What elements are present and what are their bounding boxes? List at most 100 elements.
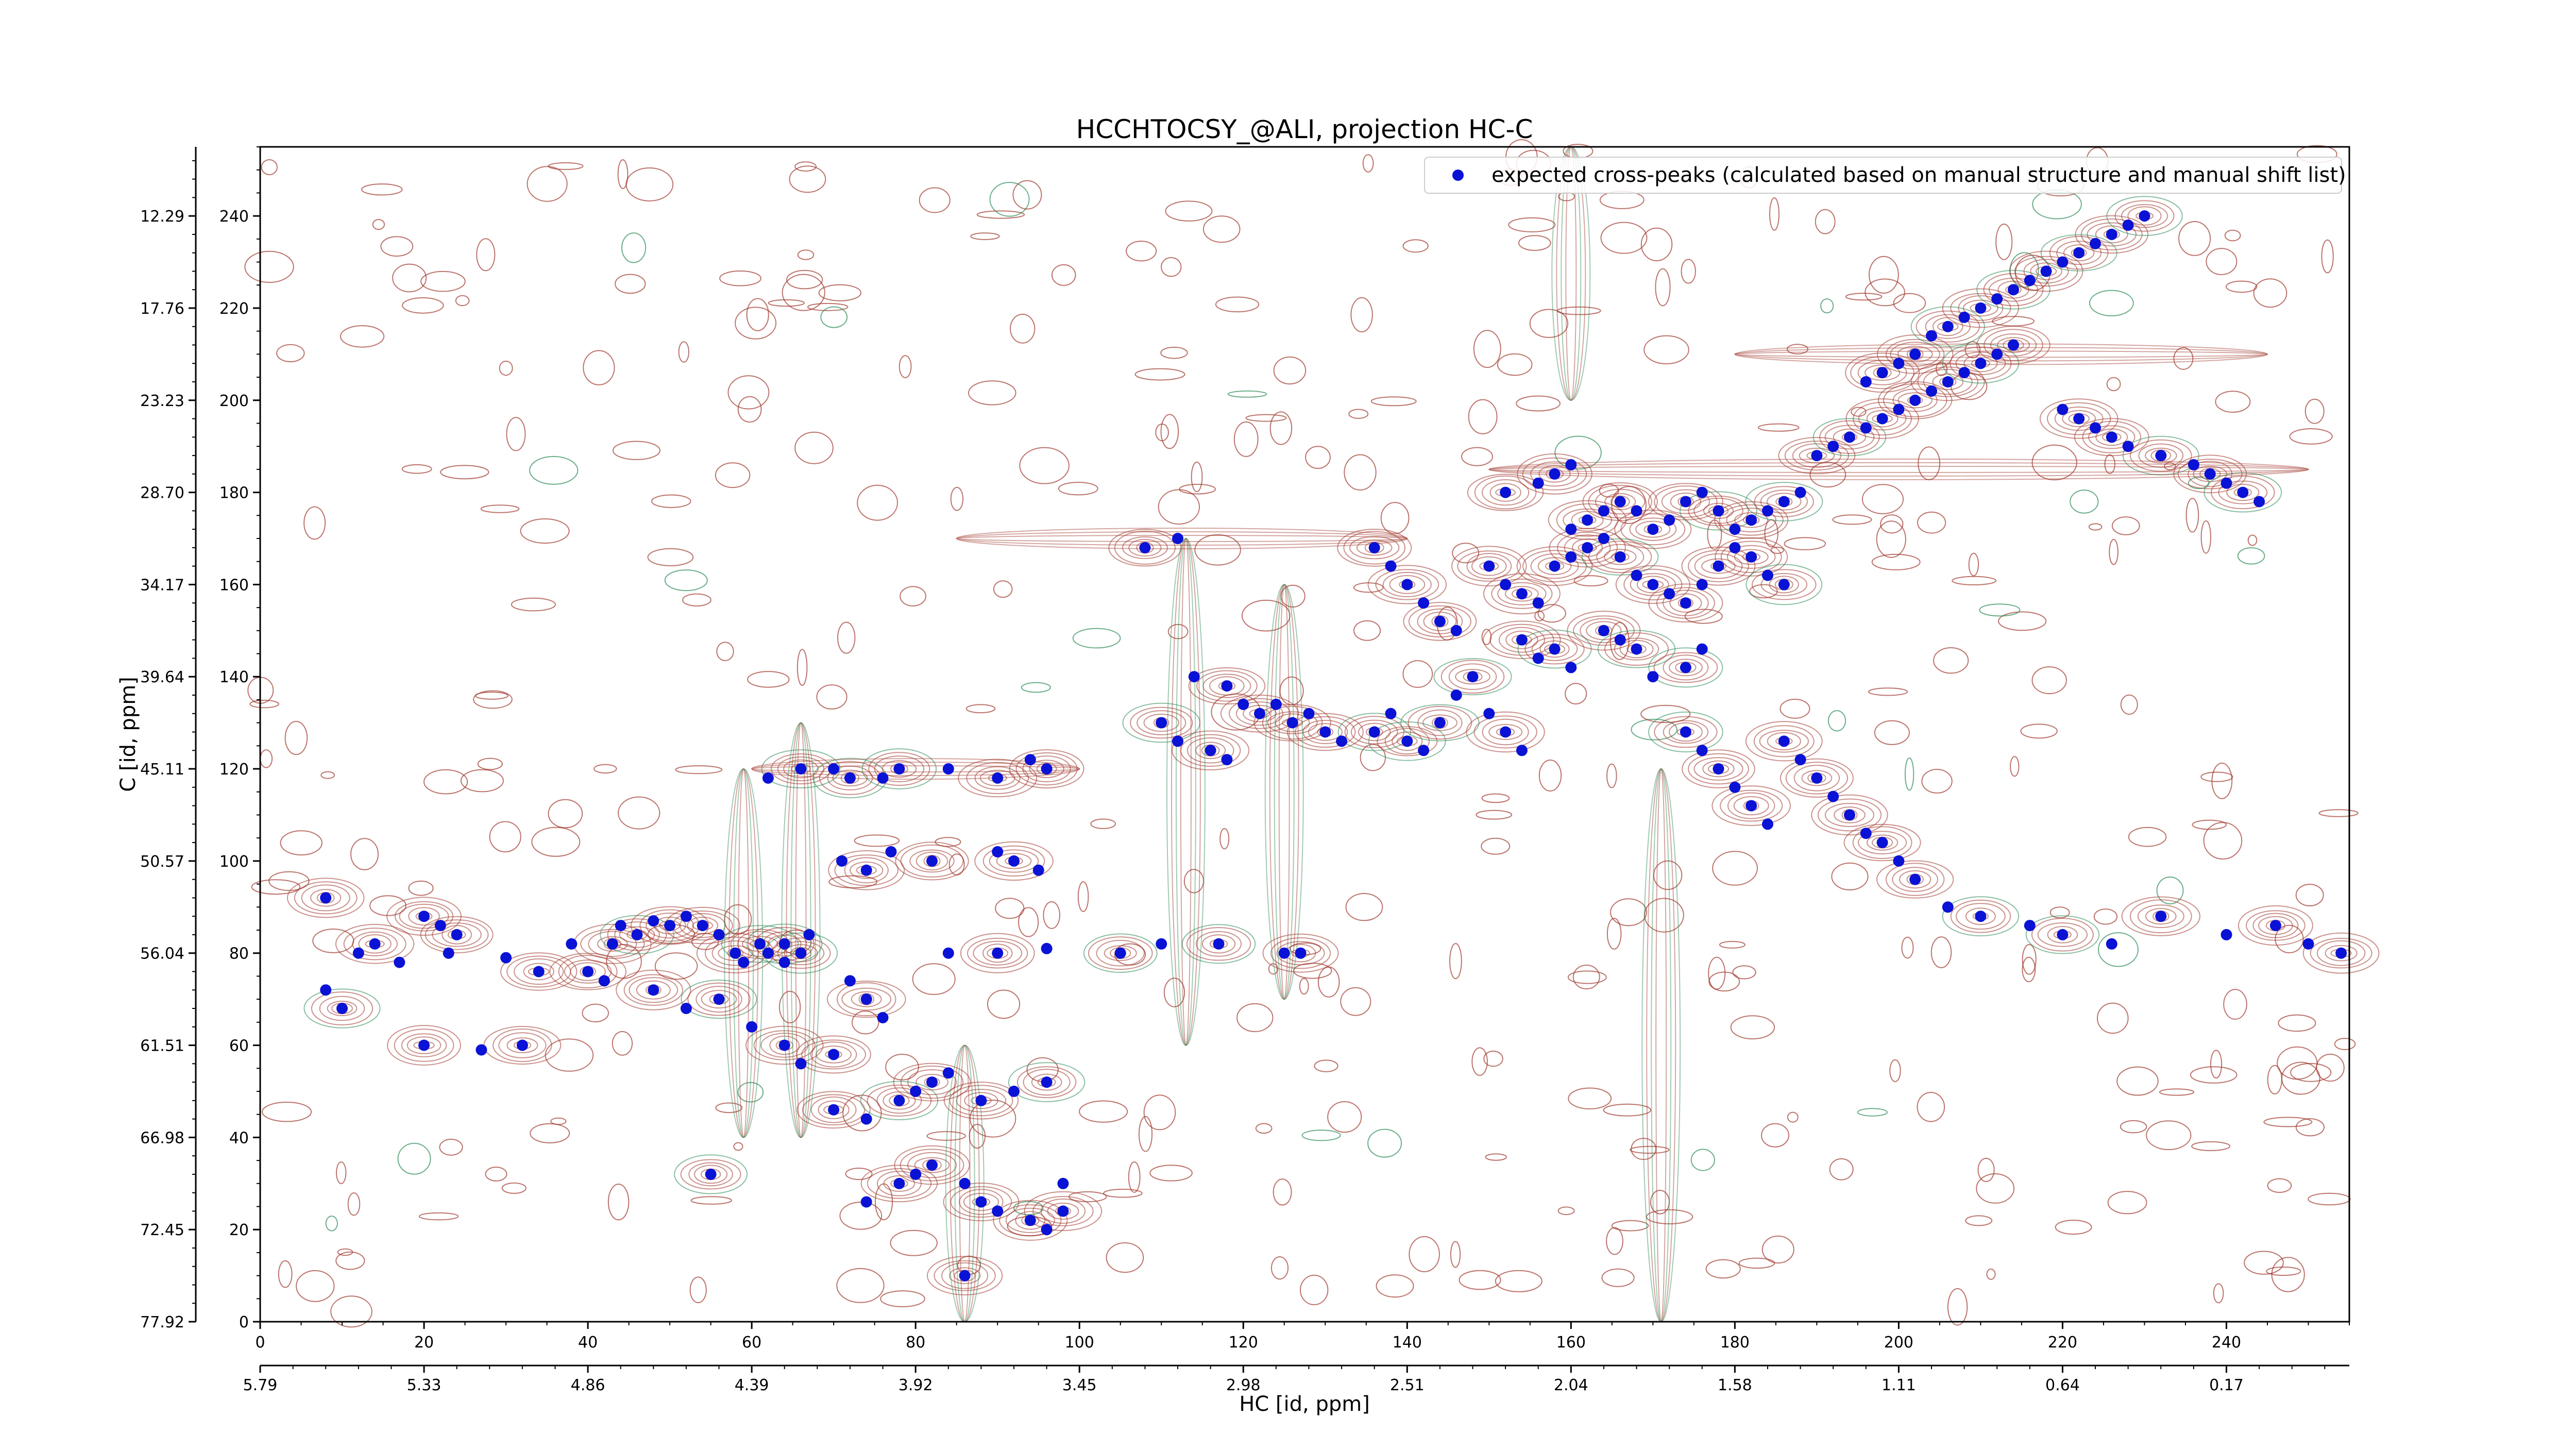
peak-contour <box>1711 785 1791 826</box>
peak-contour <box>1892 867 1938 892</box>
cross-peak-point <box>1827 441 1839 452</box>
cross-peak-point <box>1762 505 1773 517</box>
cross-peak-point <box>1729 781 1741 793</box>
peak-contour <box>1727 792 1775 819</box>
peak-contour <box>1899 870 1931 889</box>
cross-peak-point <box>1745 800 1757 812</box>
peak-contour <box>1693 757 1743 781</box>
noise-contour <box>1684 609 1723 624</box>
noise-contour <box>335 1251 365 1270</box>
peak-contour <box>1104 945 1137 961</box>
cross-peak-point <box>1483 707 1495 719</box>
peak-contour <box>777 941 825 966</box>
hc-ppm-tick-label: 1.11 <box>1882 1376 1916 1394</box>
peak-contour <box>1522 457 1587 491</box>
y-tick-label: 60 <box>229 1037 249 1055</box>
noise-contour <box>1761 1235 1794 1263</box>
peak-contour <box>1669 722 1703 742</box>
noise-contour <box>1155 423 1169 442</box>
peak-contour <box>1201 934 1236 954</box>
peak-contour <box>1876 860 1954 899</box>
peak-contour <box>588 931 637 957</box>
cross-peak-point <box>738 956 750 968</box>
noise-contour <box>1712 851 1758 886</box>
peak-contour <box>286 878 365 918</box>
noise-contour <box>527 166 568 202</box>
peak-contour <box>687 982 751 1016</box>
cross-peak-point <box>910 1085 922 1097</box>
noise-contour <box>1986 1268 1996 1280</box>
noise-contour <box>675 765 723 774</box>
noise-contour <box>1348 409 1369 419</box>
cross-peak-point <box>1860 376 1872 387</box>
peak-contour <box>860 1165 938 1203</box>
peak-contour <box>1688 495 1749 527</box>
cross-peak-point <box>1467 671 1479 683</box>
y-tick-label: 100 <box>219 853 249 871</box>
cross-peak-point <box>926 1076 938 1088</box>
noise-contour <box>251 879 301 895</box>
cross-peak-point <box>1024 754 1036 766</box>
hc-ppm-axis-ticks: 5.79 5.33 4.86 4.39 3.92 3.45 2.98 2.51 2.04 1.58… <box>243 1366 2326 1394</box>
peak-contour <box>2088 425 2136 449</box>
peak-contour <box>1015 1211 1046 1230</box>
noise-contour <box>1353 620 1381 641</box>
cross-peak-point <box>476 1044 487 1056</box>
noise-contour <box>2070 490 2099 514</box>
peak-contour <box>2023 259 2069 284</box>
peak-contour <box>900 1149 964 1182</box>
peak-contour <box>399 903 449 929</box>
peak-contour <box>1122 702 1200 743</box>
cross-peak-point <box>1696 486 1708 498</box>
cross-peak-point <box>1286 717 1298 729</box>
noise-contour <box>1653 860 1683 890</box>
peak-contour <box>1276 941 1325 966</box>
noise-contour <box>2244 1251 2284 1275</box>
cross-peak-point <box>1565 551 1577 563</box>
peak-contour <box>1703 502 1734 519</box>
noise-contour <box>1646 1209 1693 1224</box>
noise-contour <box>2295 1118 2325 1137</box>
peak-contour <box>2316 940 2366 966</box>
cross-peak-point <box>1057 1205 1069 1217</box>
streak-contour <box>1734 347 2268 362</box>
cross-peak-point <box>1336 735 1348 747</box>
noise-contour <box>919 187 951 213</box>
cross-peak-point <box>1188 671 1200 683</box>
hc-ppm-tick-label: 4.86 <box>571 1376 605 1394</box>
noise-contour <box>689 1276 707 1303</box>
peak-contour <box>1661 489 1710 514</box>
streak-contour <box>781 722 821 1138</box>
noise-contour <box>1599 483 1619 498</box>
peak-contour <box>769 1035 800 1055</box>
peak-contour <box>1588 541 1652 574</box>
peak-contour <box>1482 479 1530 506</box>
cross-peak-point <box>1500 579 1512 591</box>
peak-contour <box>801 1039 866 1070</box>
noise-contour <box>1241 599 1291 632</box>
cross-peak-point <box>1024 1215 1036 1226</box>
hc-ppm-tick-label: 4.39 <box>735 1376 769 1394</box>
peak-contour <box>2246 910 2306 941</box>
peak-contour <box>674 1154 748 1194</box>
peak-contour <box>1122 536 1168 559</box>
cross-peak-point <box>697 920 708 932</box>
noise-contour <box>2191 1141 2231 1151</box>
cross-peak-point <box>1549 468 1561 480</box>
cross-peak-point <box>828 763 840 775</box>
peak-contour <box>1824 803 1875 827</box>
noise-contour <box>1483 1050 1503 1067</box>
peak-contour <box>1688 550 1749 582</box>
c-ppm-tick-label: 45.11 <box>140 761 184 779</box>
peak-contour <box>1571 511 1604 530</box>
cross-peak-point <box>2057 929 2069 940</box>
noise-contour <box>1611 1220 1649 1232</box>
peak-contour <box>636 980 671 1000</box>
peak-contour <box>783 759 819 779</box>
noise-contour <box>735 307 777 340</box>
peak-contour <box>827 765 873 790</box>
peak-contour <box>836 982 896 1016</box>
noise-contour <box>1976 1173 2015 1204</box>
noise-contour <box>786 269 823 290</box>
noise-contour <box>1780 699 1810 719</box>
